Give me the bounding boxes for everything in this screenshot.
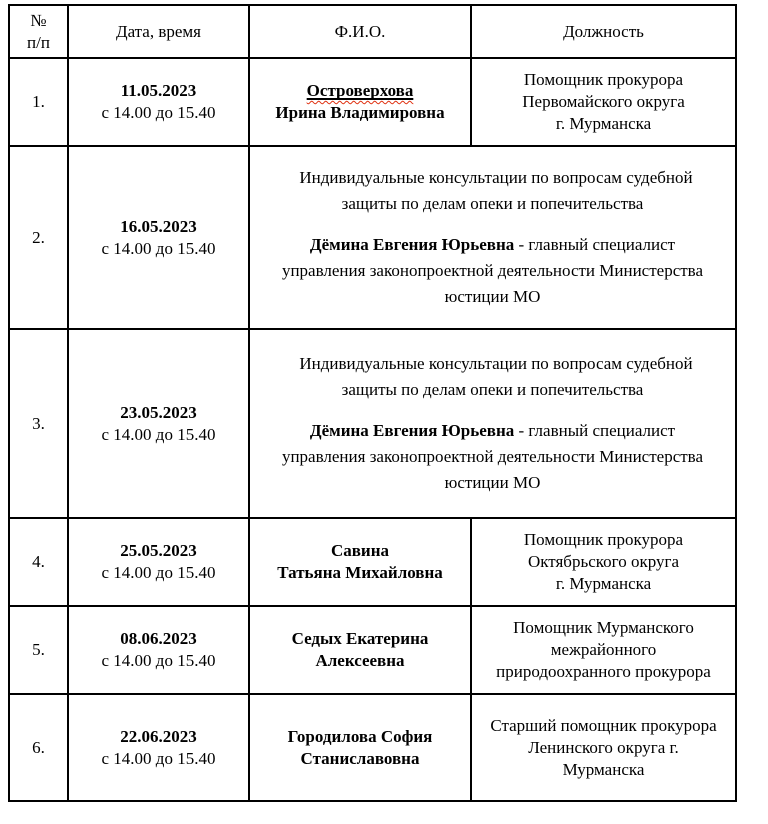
fio-given-names: Ирина Владимировна	[275, 103, 445, 122]
position-cell: Помощник прокурора Октябрьского округа г…	[470, 517, 737, 607]
consultation-schedule-table: № п/п Дата, время Ф.И.О. Должность 1. 11…	[8, 4, 737, 802]
time-value: с 14.00 до 15.40	[101, 748, 216, 768]
header-cell-fio: Ф.И.О.	[248, 4, 472, 59]
row-number-cell: 4.	[8, 517, 69, 607]
consultation-details-cell: Индивидуальные консультации по вопросам …	[248, 328, 737, 519]
time-value: с 14.00 до 15.40	[101, 651, 216, 670]
time-value: с 14.00 до 15.40	[101, 103, 216, 122]
header-cell-position: Должность	[470, 4, 737, 59]
table-row: 5. 08.06.2023 с 14.00 до 15.40 Седых Ека…	[8, 605, 737, 695]
consultation-description: Индивидуальные консультации по вопросам …	[299, 354, 693, 399]
position-cell: Старший помощник прокурора Ленинского ок…	[470, 693, 737, 802]
row-number-cell: 6.	[8, 693, 69, 802]
date-value: 25.05.2023	[120, 541, 197, 560]
date-time-cell: 11.05.2023 с 14.00 до 15.40	[67, 57, 250, 147]
position-cell: Помощник прокурора Первомайского округа …	[470, 57, 737, 147]
row-number-cell: 3.	[8, 328, 69, 519]
date-value: 08.06.2023	[120, 629, 197, 648]
consultant-title: - главный специалист управления законопр…	[281, 421, 704, 492]
table-row: 6. 22.06.2023 с 14.00 до 15.40 Городилов…	[8, 693, 737, 802]
fio-surname: Островерхова	[306, 81, 414, 100]
table-row: 1. 11.05.2023 с 14.00 до 15.40 Островерх…	[8, 57, 737, 147]
time-value: с 14.00 до 15.40	[101, 424, 216, 444]
time-value: с 14.00 до 15.40	[101, 238, 216, 258]
table-row: 3. 23.05.2023 с 14.00 до 15.40 Индивидуа…	[8, 328, 737, 519]
date-value: 16.05.2023	[120, 216, 197, 236]
position-cell: Помощник Мурманского межрайонного природ…	[470, 605, 737, 695]
time-value: с 14.00 до 15.40	[101, 563, 216, 582]
consultation-details-cell: Индивидуальные консультации по вопросам …	[248, 145, 737, 330]
consultant-name: Дёмина Евгения Юрьевна	[309, 421, 515, 440]
consultant-name: Дёмина Евгения Юрьевна	[309, 235, 515, 254]
row-number-cell: 1.	[8, 57, 69, 147]
fio-cell: Островерхова Ирина Владимировна	[248, 57, 472, 147]
consultant-info: Дёмина Евгения Юрьевна - главный специал…	[251, 232, 734, 310]
header-cell-datetime: Дата, время	[67, 4, 250, 59]
date-value: 11.05.2023	[120, 81, 197, 100]
date-value: 22.06.2023	[120, 726, 197, 746]
date-time-cell: 22.06.2023 с 14.00 до 15.40	[67, 693, 250, 802]
consultant-info: Дёмина Евгения Юрьевна - главный специал…	[251, 418, 734, 496]
table-row: 4. 25.05.2023 с 14.00 до 15.40 Савина Та…	[8, 517, 737, 607]
fio-cell: Городилова София Станиславовна	[248, 693, 472, 802]
fio-cell: Савина Татьяна Михайловна	[248, 517, 472, 607]
date-value: 23.05.2023	[120, 402, 197, 422]
consultant-title: - главный специалист управления законопр…	[281, 235, 704, 306]
row-number-cell: 2.	[8, 145, 69, 330]
table-header-row: № п/п Дата, время Ф.И.О. Должность	[8, 4, 737, 59]
date-time-cell: 16.05.2023 с 14.00 до 15.40	[67, 145, 250, 330]
consultation-description: Индивидуальные консультации по вопросам …	[299, 168, 693, 213]
row-number-cell: 5.	[8, 605, 69, 695]
table-row: 2. 16.05.2023 с 14.00 до 15.40 Индивидуа…	[8, 145, 737, 330]
date-time-cell: 25.05.2023 с 14.00 до 15.40	[67, 517, 250, 607]
date-time-cell: 23.05.2023 с 14.00 до 15.40	[67, 328, 250, 519]
fio-cell: Седых Екатерина Алексеевна	[248, 605, 472, 695]
header-cell-number: № п/п	[8, 4, 69, 59]
date-time-cell: 08.06.2023 с 14.00 до 15.40	[67, 605, 250, 695]
